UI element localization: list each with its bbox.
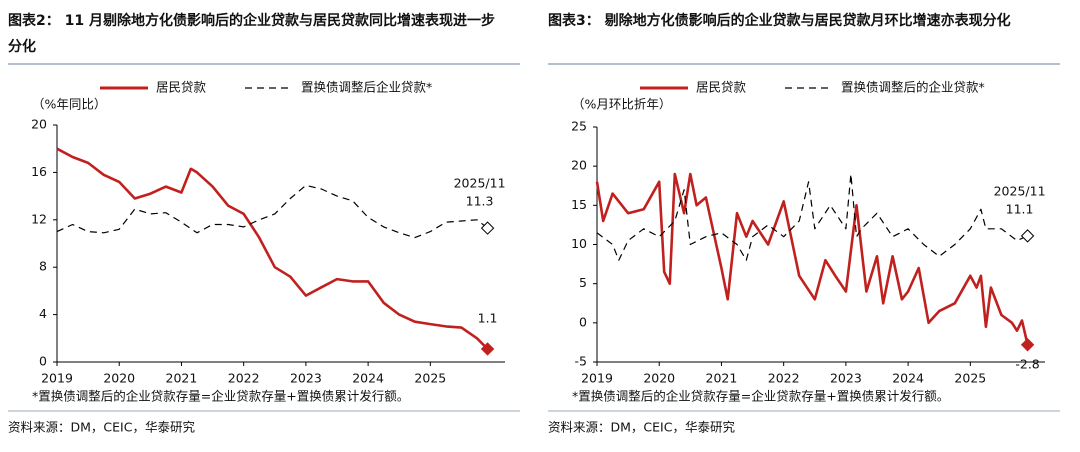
x-tick-label: 2021 <box>166 371 198 386</box>
end-marker <box>480 221 495 235</box>
x-tick-label: 2022 <box>228 371 260 386</box>
series-line <box>56 147 489 350</box>
x-tick-label: 2023 <box>830 371 862 386</box>
footnote: *置换债调整后的企业贷款存量=企业贷款存量+置换债累计发行额。 <box>572 389 949 404</box>
x-tick-label: 2021 <box>706 371 738 386</box>
chart-title: 图表3： 剔除地方化债影响后的企业贷款与居民贷款月环比增速亦表现分化 <box>548 13 1011 29</box>
x-tick-label: 2020 <box>103 371 135 386</box>
y-tick-label: 15 <box>571 197 587 212</box>
y-tick-label: 25 <box>571 119 587 134</box>
y-tick-label: 5 <box>579 275 587 290</box>
data-label: 1.1 <box>478 310 498 325</box>
end-marker <box>1020 338 1035 352</box>
data-label: 11.3 <box>466 194 494 209</box>
x-tick-label: 2025 <box>414 371 446 386</box>
legend-label: 置换债调整后企业贷款* <box>301 80 432 95</box>
annotation: 2025/11 <box>454 176 506 191</box>
series-line <box>596 173 1028 261</box>
series-line <box>595 172 1029 346</box>
source: 资料来源：DM，CEIC，华泰研究 <box>8 420 195 435</box>
source: 资料来源：DM，CEIC，华泰研究 <box>548 420 735 435</box>
annotation: 2025/11 <box>994 183 1046 198</box>
x-tick-label: 2020 <box>643 371 675 386</box>
y-tick-label: 16 <box>31 164 47 179</box>
x-tick-label: 2023 <box>290 371 322 386</box>
y-tick-label: 20 <box>31 117 47 132</box>
x-tick-label: 2024 <box>892 371 924 386</box>
end-marker <box>1020 229 1035 243</box>
chart: 居民贷款 置换债调整后的企业贷款*（%月环比折年）-505101520252019… <box>548 63 1060 435</box>
footnote: *置换债调整后的企业贷款存量=企业贷款存量+置换债累计发行额。 <box>32 389 409 404</box>
y-tick-label: 20 <box>571 158 587 173</box>
series-line <box>56 184 488 239</box>
legend-label: 置换债调整后的企业贷款* <box>841 80 985 95</box>
x-tick-label: 2019 <box>581 371 613 386</box>
data-label: 11.1 <box>1006 201 1034 216</box>
legend-label: 居民贷款 <box>156 80 207 95</box>
x-tick-label: 2019 <box>41 371 73 386</box>
chart: 居民贷款 置换债调整后企业贷款* （%年同比） 0 4 8 12 16 20 2019 2020 20… <box>8 63 520 435</box>
y-tick-label: 8 <box>39 259 47 274</box>
x-tick-label: 2022 <box>768 371 800 386</box>
y-tick-label: 12 <box>31 211 47 226</box>
y-tick-label: 0 <box>39 354 47 369</box>
chart-panel: 图表3： 剔除地方化债影响后的企业贷款与居民贷款月环比增速亦表现分化 居民贷款 置… <box>540 0 1080 452</box>
y-tick-label: 0 <box>579 314 587 329</box>
chart-title: 图表2： 11 月剔除地方化债影响后的企业贷款与居民贷款同比增速表现进一步分化 <box>8 13 495 55</box>
y-tick-label: 4 <box>39 306 47 321</box>
chart-panel: 图表2： 11 月剔除地方化债影响后的企业贷款与居民贷款同比增速表现进一步分化 … <box>8 13 520 435</box>
x-tick-label: 2024 <box>352 371 384 386</box>
x-tick-label: 2025 <box>954 371 986 386</box>
end-marker <box>480 342 495 356</box>
y-tick-label: -5 <box>575 354 587 369</box>
unit-label: （%年同比） <box>32 97 106 112</box>
legend-label: 居民贷款 <box>696 80 747 95</box>
y-tick-label: 10 <box>571 236 587 251</box>
unit-label: （%月环比折年） <box>572 97 671 112</box>
data-label: -2.8 <box>1015 356 1039 371</box>
